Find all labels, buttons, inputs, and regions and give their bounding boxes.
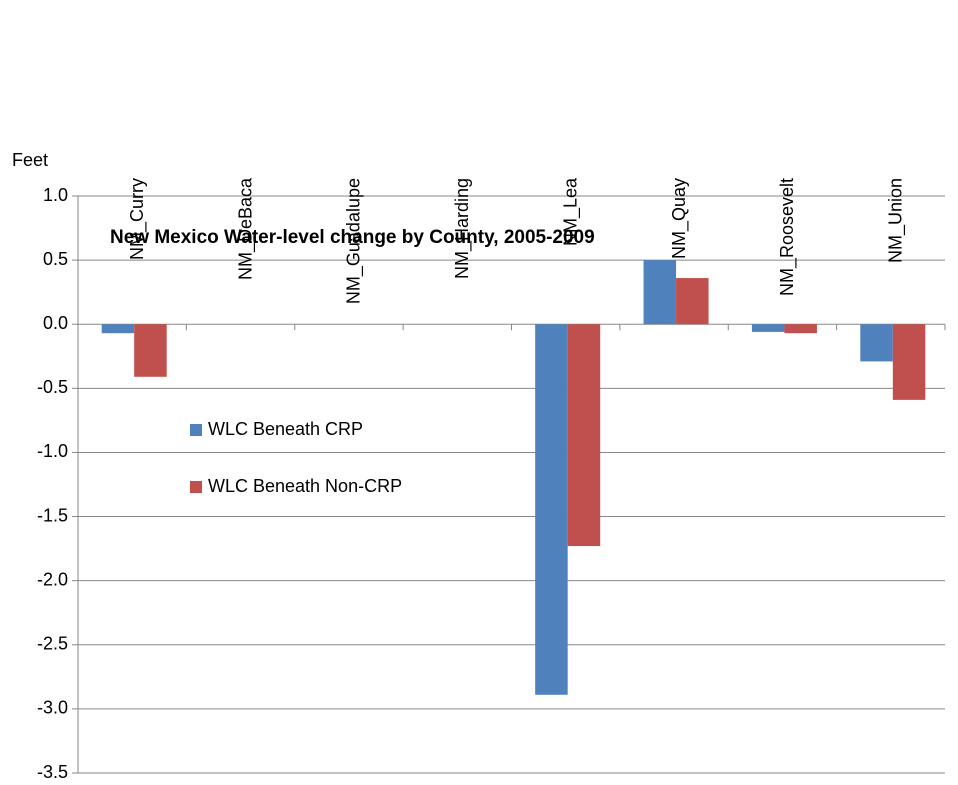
y-tick-label: -2.0 — [37, 569, 68, 589]
y-tick-label: -3.5 — [37, 762, 68, 782]
x-tick-label: NM_Harding — [452, 178, 473, 279]
bar — [676, 278, 709, 325]
bar — [567, 324, 601, 547]
x-tick-label: NM_Quay — [669, 178, 690, 259]
bar — [643, 260, 677, 325]
bar — [535, 324, 568, 695]
x-tick-label: NM_Curry — [127, 178, 148, 260]
bar — [892, 324, 926, 400]
x-tick-label: NM_Lea — [560, 177, 581, 246]
y-tick-label: -3.0 — [37, 698, 68, 718]
legend-swatch — [190, 424, 202, 436]
y-tick-label: -0.5 — [37, 377, 68, 397]
x-tick-label: NM_Roosevelt — [777, 178, 798, 296]
y-tick-label: 0.0 — [43, 313, 68, 333]
x-tick-label: NM_DeBaca — [235, 177, 256, 280]
y-tick-label: 0.5 — [43, 249, 68, 269]
y-axis-label: Feet — [12, 150, 48, 170]
bar — [751, 324, 785, 332]
legend-swatch — [190, 481, 202, 493]
x-tick-label: NM_Union — [886, 178, 907, 263]
y-tick-label: -1.5 — [37, 505, 68, 525]
bar — [860, 324, 893, 362]
y-tick-label: -2.5 — [37, 634, 68, 654]
chart-title: New Mexico Water-level change by County,… — [110, 227, 595, 248]
legend-label: WLC Beneath CRP — [208, 419, 363, 439]
y-tick-label: -1.0 — [37, 441, 68, 461]
bar — [784, 324, 817, 334]
bar — [134, 324, 167, 377]
x-tick-label: NM_Guadalupe — [344, 178, 365, 304]
bar — [101, 324, 135, 334]
y-tick-label: 1.0 — [43, 185, 68, 205]
legend-label: WLC Beneath Non-CRP — [208, 476, 402, 496]
